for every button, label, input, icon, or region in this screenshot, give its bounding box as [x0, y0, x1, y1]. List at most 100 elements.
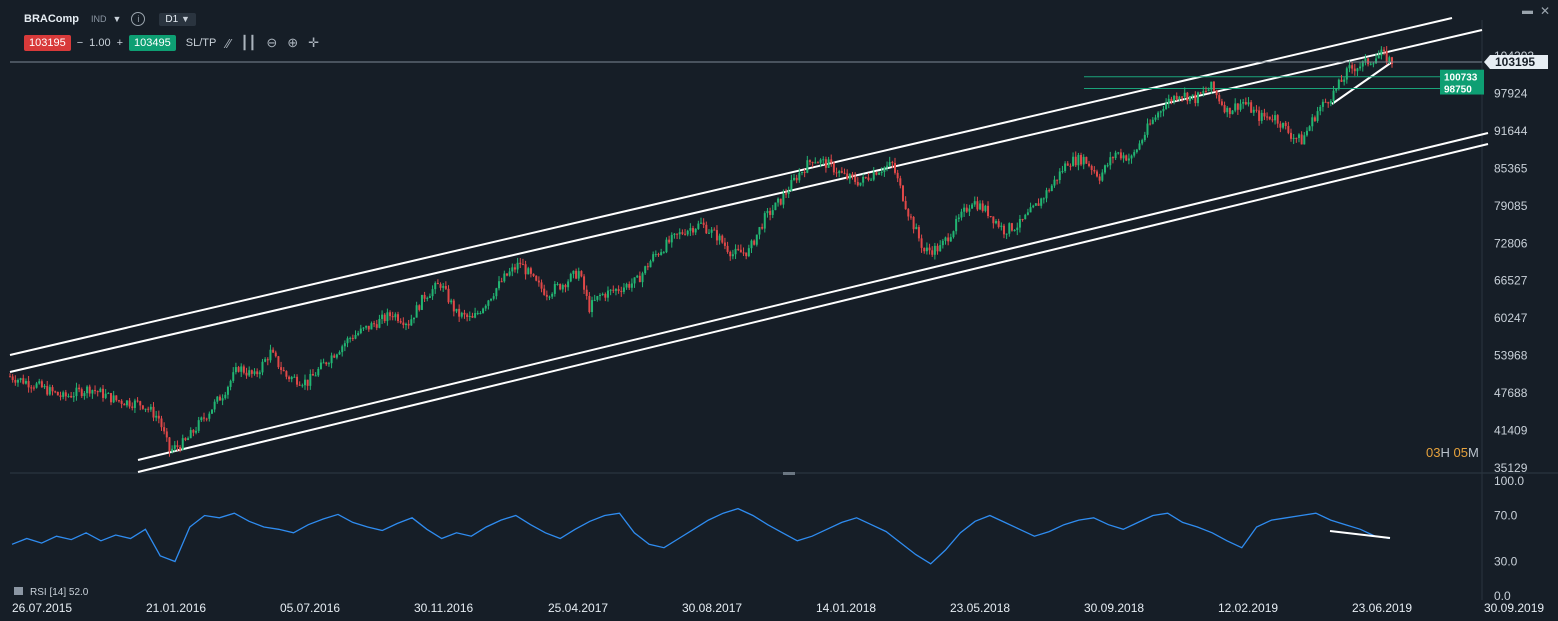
crosshair-icon[interactable]: ✛: [308, 35, 320, 50]
zoom-out-icon[interactable]: ⊖: [266, 35, 278, 50]
candle-body: [96, 391, 99, 393]
candle-body: [883, 167, 886, 172]
candle-body: [803, 171, 806, 173]
candle-body: [657, 254, 660, 256]
candle-body: [341, 346, 344, 353]
candle-body: [798, 173, 801, 181]
candle-body: [585, 289, 588, 296]
candle-body: [1337, 79, 1340, 89]
price-tick-label: 35129: [1494, 461, 1528, 475]
candle-body: [474, 313, 477, 318]
candle-body: [346, 338, 349, 344]
candle-body: [715, 230, 718, 241]
quantity-value[interactable]: 1.00: [89, 37, 111, 49]
candle-body: [1194, 94, 1197, 104]
candle-body: [1247, 102, 1250, 105]
candle-body: [1345, 68, 1348, 80]
candle-body: [203, 417, 206, 419]
candle-body: [630, 283, 633, 288]
candle-body: [694, 228, 697, 233]
chevron-down-icon[interactable]: ▼: [112, 14, 122, 24]
candle-body: [30, 387, 33, 389]
candles: [9, 46, 1393, 457]
price-tick-label: 72806: [1494, 236, 1528, 250]
candle-body: [684, 233, 687, 235]
candle-body: [1375, 58, 1378, 64]
candle-body: [1018, 218, 1021, 228]
candle-body: [505, 273, 508, 276]
candle-body: [415, 305, 418, 318]
candle-body: [1380, 49, 1383, 56]
timer-minutes: 05: [1453, 445, 1468, 460]
candle-body: [1199, 92, 1202, 94]
sell-button[interactable]: 103195: [24, 35, 71, 51]
candle-body: [1069, 165, 1072, 167]
candle-body: [596, 296, 599, 300]
candle-body: [261, 361, 264, 373]
candle-body: [195, 430, 198, 433]
candle-body: [412, 317, 415, 320]
time-axis: 26.07.2015 21.01.2016 05.07.2016 30.11.2016…: [12, 601, 1544, 615]
candle-body: [1024, 214, 1027, 220]
candle-body: [1300, 134, 1303, 145]
candle-body: [1250, 102, 1253, 113]
candle-body: [131, 406, 134, 408]
maximize-icon[interactable]: ▬: [1522, 5, 1533, 17]
timeframe-select[interactable]: D1 ▼: [159, 12, 196, 26]
candle-body: [139, 401, 142, 406]
candle-body: [984, 205, 987, 211]
candle-body: [1258, 110, 1261, 121]
candle-body: [1228, 107, 1231, 115]
candle-body: [872, 172, 875, 180]
candle-body: [444, 286, 447, 289]
candle-body: [1290, 132, 1293, 139]
candle-body: [808, 160, 811, 162]
candle-body: [1207, 89, 1210, 92]
candles-icon[interactable]: ┃┃: [240, 35, 257, 50]
candle-body: [1103, 165, 1106, 173]
candle-body: [48, 387, 51, 395]
candle-body: [835, 172, 838, 174]
candle-body: [909, 216, 912, 218]
candle-body: [979, 203, 982, 210]
trendline: [9, 29, 1483, 373]
candle-body: [1106, 165, 1109, 167]
candle-body: [1252, 109, 1255, 113]
candle-body: [402, 322, 405, 325]
candle-body: [503, 273, 506, 282]
timeframe-value: D1: [165, 13, 179, 25]
quantity-plus-button[interactable]: +: [116, 37, 124, 49]
candle-body: [755, 234, 758, 245]
rsi-label: RSI [14] 52.0: [30, 587, 89, 598]
buy-button[interactable]: 103495: [129, 35, 176, 51]
symbol-name[interactable]: BRAComp: [24, 13, 79, 25]
candle-body: [878, 172, 881, 175]
candle-body: [1186, 92, 1189, 102]
zoom-in-icon[interactable]: ⊕: [287, 35, 299, 50]
close-icon[interactable]: ✕: [1540, 4, 1551, 18]
level-label: 98750: [1444, 85, 1472, 96]
candle-body: [1165, 103, 1168, 110]
candle-body: [1178, 96, 1181, 100]
candle-body: [240, 366, 243, 372]
candle-body: [144, 408, 147, 410]
info-icon[interactable]: i: [131, 12, 146, 26]
price-tick-label: 66527: [1494, 274, 1528, 288]
candle-body: [234, 367, 237, 373]
candle-body: [1066, 163, 1069, 166]
price-axis: 35129 41409 47688 53968 60247 66527 72806 79085…: [10, 49, 1548, 475]
candle-body: [1268, 116, 1271, 120]
candle-body: [125, 400, 128, 406]
line-chart-icon[interactable]: ⁄⁄: [226, 35, 231, 51]
candle-body: [59, 395, 62, 397]
candle-body: [569, 273, 572, 282]
sltp-button[interactable]: SL/TP: [185, 37, 217, 49]
candle-body: [819, 159, 822, 163]
quantity-minus-button[interactable]: −: [76, 37, 84, 49]
candle-body: [160, 418, 163, 428]
candle-body: [745, 252, 748, 257]
candle-body: [117, 400, 120, 402]
candle-body: [731, 254, 734, 257]
